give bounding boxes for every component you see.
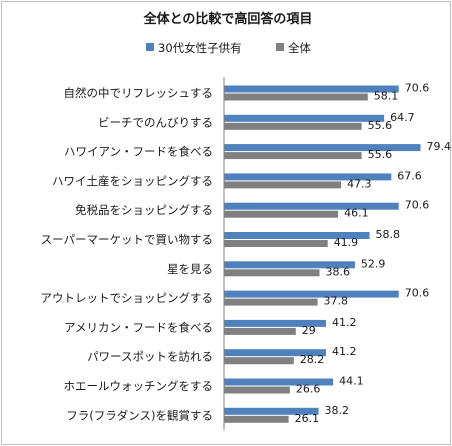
bar-series1 bbox=[224, 173, 392, 181]
data-label-series2: 55.6 bbox=[368, 119, 393, 132]
data-label-series2: 47.3 bbox=[347, 177, 372, 190]
category-label: パワースポットを訪れる bbox=[87, 350, 213, 364]
legend: 30代女性子供有 全体 bbox=[146, 41, 311, 55]
category-label: ホエールウォッチングをする bbox=[64, 379, 214, 393]
bar-series2 bbox=[224, 269, 320, 277]
bar-series1 bbox=[224, 114, 385, 122]
data-label-series1: 70.6 bbox=[405, 199, 430, 212]
legend-label-1: 全体 bbox=[288, 41, 311, 55]
data-label-series1: 64.7 bbox=[390, 111, 415, 124]
data-label-series1: 70.6 bbox=[405, 82, 430, 95]
category-label: ビーチでのんびりする bbox=[98, 115, 213, 129]
category-label: 免税品をショッピングする bbox=[75, 203, 213, 217]
category-label: フラ(フラダンス)を観賞する bbox=[66, 408, 213, 422]
value-labels: 70.658.164.755.679.455.667.647.370.646.1… bbox=[295, 82, 451, 425]
bars bbox=[224, 85, 421, 423]
data-label-series2: 26.1 bbox=[295, 412, 320, 425]
bar-series1 bbox=[224, 349, 326, 357]
bar-series2 bbox=[224, 122, 362, 130]
category-label: スーパーマーケットで買い物する bbox=[41, 233, 213, 247]
bar-series2 bbox=[224, 386, 290, 394]
bar-series1 bbox=[224, 319, 326, 327]
chart-title: 全体との比較で高回答の項目 bbox=[143, 11, 313, 27]
category-label: 星を見る bbox=[167, 262, 213, 276]
data-label-series1: 41.2 bbox=[332, 345, 357, 358]
category-labels: 自然の中でリフレッシュするビーチでのんびりするハワイアン・フードを食べるハワイ土… bbox=[41, 86, 214, 422]
legend-swatch-1 bbox=[276, 43, 284, 51]
bar-series1 bbox=[224, 144, 421, 152]
bar-series1 bbox=[224, 407, 319, 415]
bar-series2 bbox=[224, 181, 342, 189]
bar-series2 bbox=[224, 357, 294, 365]
data-label-series2: 55.6 bbox=[368, 148, 393, 161]
data-label-series1: 44.1 bbox=[339, 375, 364, 388]
bar-series2 bbox=[224, 93, 368, 101]
legend-label-0: 30代女性子供有 bbox=[158, 41, 242, 55]
data-label-series2: 41.9 bbox=[334, 236, 359, 249]
bar-series1 bbox=[224, 85, 399, 93]
data-label-series1: 67.6 bbox=[397, 169, 422, 182]
data-label-series2: 26.6 bbox=[296, 383, 321, 396]
category-label: アメリカン・フードを食べる bbox=[64, 320, 213, 334]
bar-series2 bbox=[224, 415, 289, 423]
category-label: アウトレットでショッピングする bbox=[41, 291, 214, 305]
bar-series2 bbox=[224, 152, 362, 160]
data-label-series1: 52.9 bbox=[361, 257, 386, 270]
data-label-series2: 37.8 bbox=[324, 295, 349, 308]
bar-series2 bbox=[224, 240, 328, 247]
category-label: ハワイアン・フードを食べる bbox=[64, 145, 213, 159]
bar-series1 bbox=[224, 202, 399, 210]
data-label-series2: 46.1 bbox=[344, 207, 369, 220]
data-label-series1: 70.6 bbox=[405, 287, 430, 300]
data-label-series2: 29 bbox=[302, 324, 316, 337]
bar-series1 bbox=[224, 261, 355, 269]
bar-series1 bbox=[224, 290, 399, 298]
bar-series2 bbox=[224, 327, 296, 335]
bar-series2 bbox=[224, 210, 339, 218]
bar-series1 bbox=[224, 232, 370, 239]
data-label-series2: 28.2 bbox=[300, 353, 325, 366]
category-label: 自然の中でリフレッシュする bbox=[64, 86, 214, 100]
data-label-series1: 41.2 bbox=[332, 316, 357, 329]
legend-swatch-0 bbox=[146, 43, 154, 51]
data-label-series2: 38.6 bbox=[326, 265, 351, 278]
data-label-series1: 79.4 bbox=[427, 140, 452, 153]
bar-series2 bbox=[224, 298, 318, 306]
data-label-series2: 58.1 bbox=[374, 90, 399, 103]
data-label-series1: 38.2 bbox=[325, 404, 350, 417]
category-label: ハワイ土産をショッピングする bbox=[52, 174, 213, 188]
data-label-series1: 58.8 bbox=[376, 228, 401, 241]
bar-series1 bbox=[224, 378, 334, 386]
